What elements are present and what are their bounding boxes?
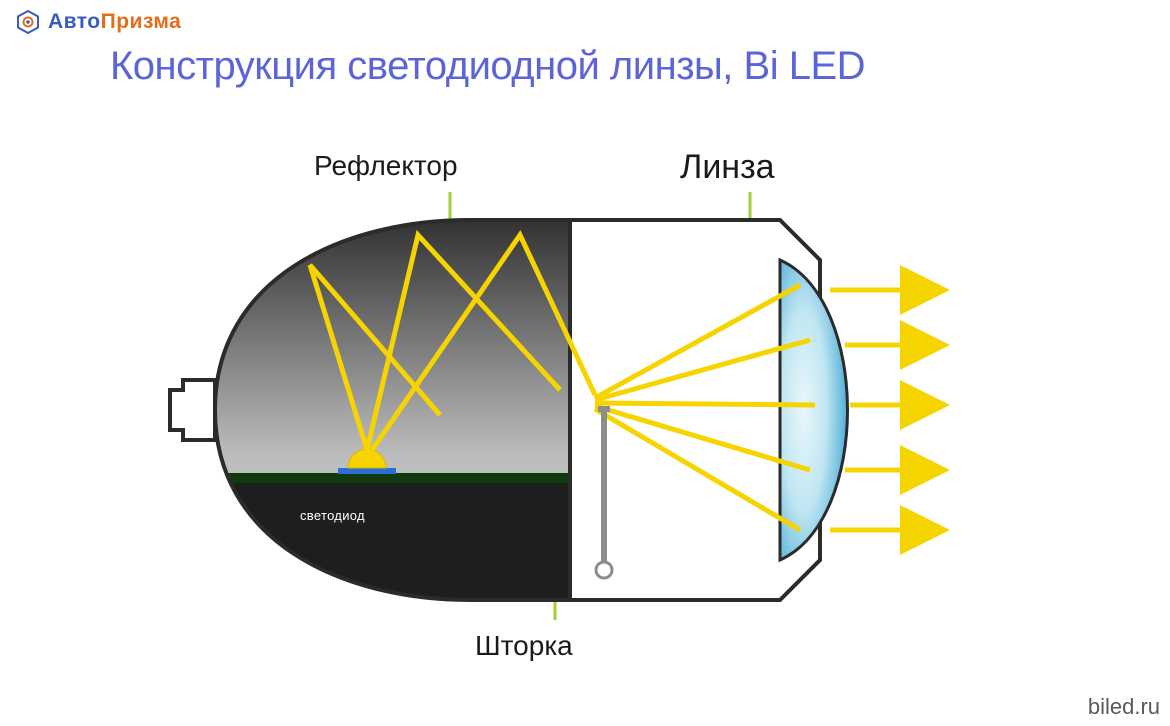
led-base [338,468,396,474]
logo-text: АвтоПризма [48,10,181,34]
label-led: светодиод [300,508,365,523]
diagram: Рефлектор Линза Шторка [0,110,1170,670]
logo-hex-icon [16,10,40,34]
diagram-svg [0,110,1170,670]
label-shutter: Шторка [475,630,573,662]
logo-text-part2: Призма [101,10,182,33]
logo-text-part1: Авто [48,10,101,33]
connector [170,380,215,440]
label-reflector: Рефлектор [314,150,458,182]
lens-shape [780,260,848,560]
label-lens: Линза [680,148,775,187]
brand-logo: АвтоПризма [16,10,181,34]
watermark: biled.ru [1088,694,1160,720]
page-title: Конструкция светодиодной линзы, Bi LED [110,44,865,89]
